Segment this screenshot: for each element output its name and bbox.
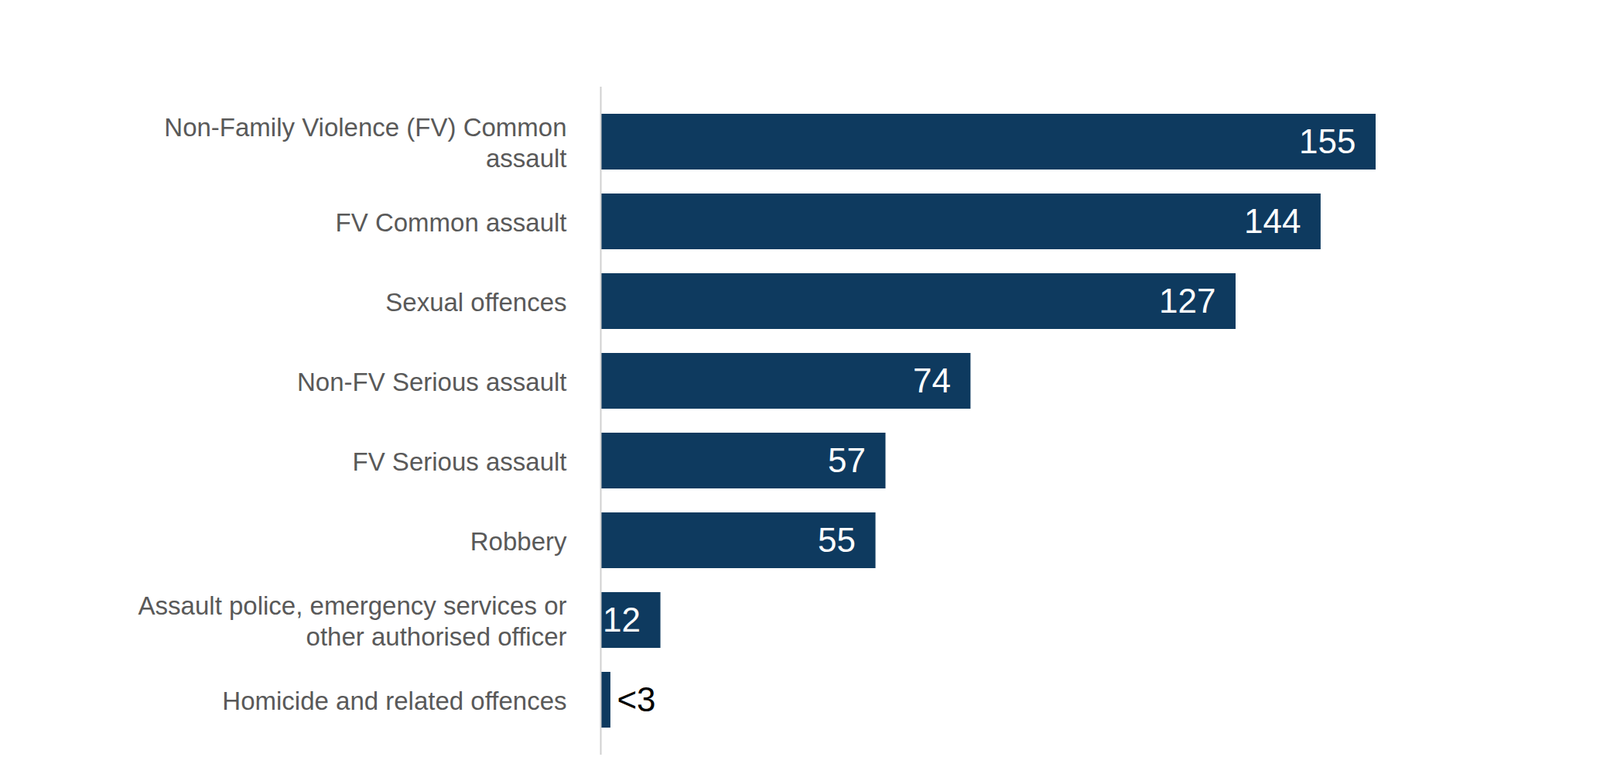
svg-text:127: 127 bbox=[1158, 281, 1216, 320]
svg-text:Assault police, emergency serv: Assault police, emergency services oroth… bbox=[138, 591, 568, 651]
svg-text:FV Serious assault: FV Serious assault bbox=[352, 447, 568, 476]
svg-text:74: 74 bbox=[912, 361, 951, 400]
svg-text:55: 55 bbox=[817, 520, 856, 559]
svg-text:Non-FV Serious assault: Non-FV Serious assault bbox=[297, 367, 567, 397]
svg-text:Non-Family Violence (FV) Commo: Non-Family Violence (FV) Commonassault bbox=[164, 112, 567, 173]
svg-text:Homicide and related offences: Homicide and related offences bbox=[222, 686, 567, 715]
svg-text:155: 155 bbox=[1299, 122, 1356, 161]
svg-text:Robbery: Robbery bbox=[470, 526, 568, 556]
svg-text:<3: <3 bbox=[616, 680, 656, 718]
svg-text:12: 12 bbox=[602, 600, 641, 639]
svg-text:FV Common assault: FV Common assault bbox=[335, 208, 568, 237]
svg-text:Sexual offences: Sexual offences bbox=[385, 287, 567, 317]
svg-text:57: 57 bbox=[827, 441, 866, 479]
svg-text:144: 144 bbox=[1244, 201, 1301, 240]
